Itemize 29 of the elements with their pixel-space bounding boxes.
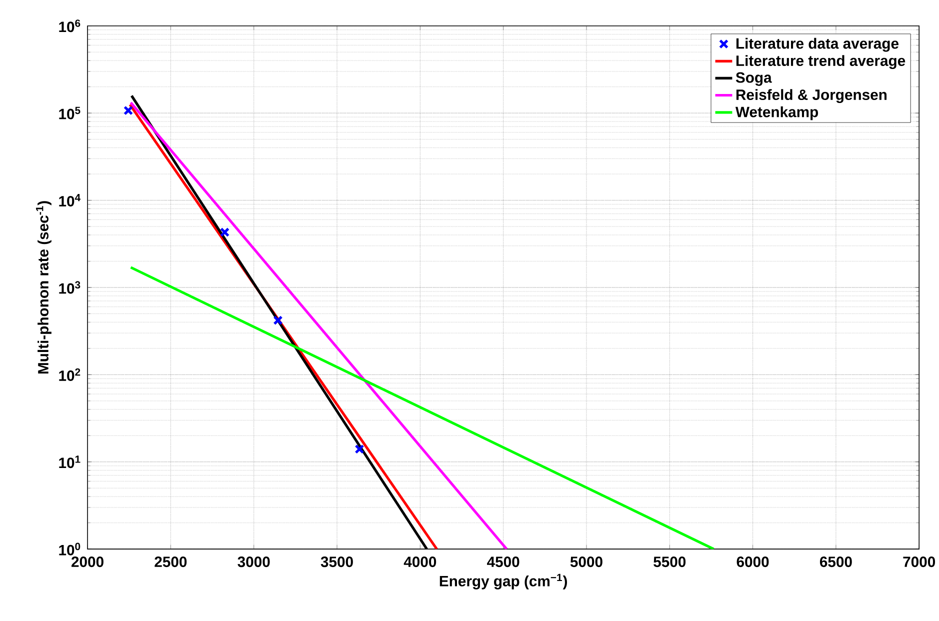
legend-label: Literature trend average <box>736 55 906 70</box>
point <box>123 106 134 116</box>
x-tick-label: 6000 <box>736 556 769 568</box>
y-axis-title: Multi-phonon rate (sec$^{-1}$) <box>36 201 52 374</box>
y-tick-label: 10$^{1}$ <box>59 456 80 468</box>
x-tick-label: 5500 <box>654 556 686 568</box>
x-tick-label: 5000 <box>570 556 602 568</box>
point <box>220 228 230 238</box>
y-tick-label: 10$^{0}$ <box>59 542 80 556</box>
x-tick-label: 3500 <box>320 556 353 568</box>
x-tick-label: 4000 <box>404 556 436 568</box>
legend-label: Literature data average <box>736 38 899 52</box>
y-tick-label: 10$^{3}$ <box>59 281 80 294</box>
x-tick-label: 3000 <box>238 556 270 568</box>
x-tick-label: 7000 <box>903 556 936 568</box>
legend-label: Soga <box>736 72 772 86</box>
legend-label: Wetenkamp <box>735 106 818 120</box>
legend-label: Reisfeld & Jorgensen <box>736 89 887 104</box>
x-tick-label: 2000 <box>72 556 104 568</box>
x-tick-label: 4500 <box>487 556 520 568</box>
y-tick-label: 10$^{2}$ <box>59 368 80 382</box>
x-tick-label: 2500 <box>154 556 187 568</box>
y-tick-label: 10$^{6}$ <box>59 20 80 32</box>
y-tick-label: 10$^{5}$ <box>59 106 80 120</box>
point <box>273 316 283 326</box>
x-tick-label: 6500 <box>820 556 852 568</box>
point <box>354 444 364 454</box>
y-tick-label: 10$^{4}$ <box>59 194 80 207</box>
x-axis-title: Energy gap (cm$^{−1}$) <box>440 574 567 590</box>
